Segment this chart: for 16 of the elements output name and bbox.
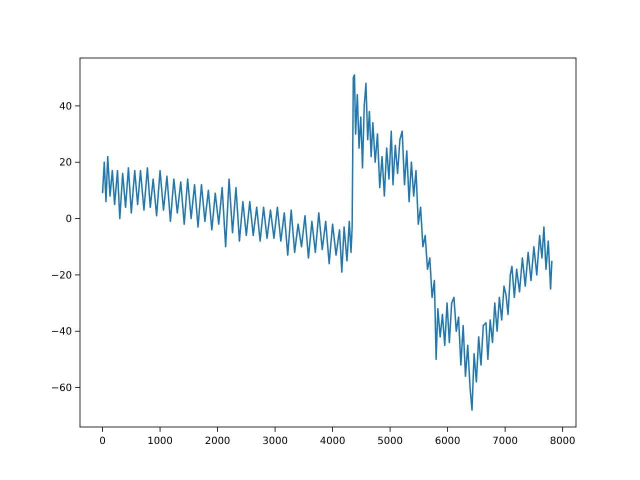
y-tick-label: 0 bbox=[66, 214, 72, 226]
y-tick-label: 20 bbox=[59, 158, 72, 169]
x-tick-label: 7000 bbox=[492, 436, 518, 447]
x-tick-label: 4000 bbox=[320, 436, 346, 447]
x-tick-label: 2000 bbox=[204, 436, 230, 447]
y-tick-label: −60 bbox=[50, 383, 72, 394]
x-tick-label: 6000 bbox=[434, 436, 460, 447]
x-tick-label: 3000 bbox=[262, 436, 288, 447]
y-tick-label: −40 bbox=[50, 326, 72, 338]
x-tick-label: 8000 bbox=[550, 436, 576, 447]
y-tick-label: 40 bbox=[59, 101, 72, 112]
x-tick-label: 0 bbox=[99, 436, 106, 447]
line-series bbox=[102, 74, 553, 411]
x-tick-label: 1000 bbox=[147, 436, 173, 447]
x-tick-label: 5000 bbox=[377, 436, 403, 447]
y-tick-label: −20 bbox=[50, 270, 72, 282]
